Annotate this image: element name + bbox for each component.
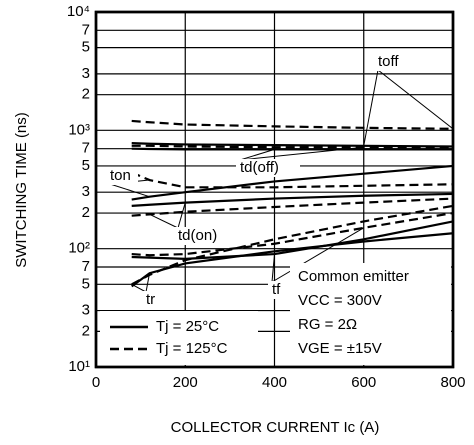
curve xyxy=(131,197,454,217)
curve-label: td(off) xyxy=(240,159,279,176)
x-tick-label: 800 xyxy=(440,374,465,391)
x-tick-label: 400 xyxy=(262,374,287,391)
conditions-box xyxy=(290,263,451,365)
leader-line xyxy=(271,227,365,283)
condition-text: RG = 2Ω xyxy=(298,316,357,333)
legend-label: Tj = 25°C xyxy=(156,318,219,335)
plot-frame-top xyxy=(94,10,455,369)
curve xyxy=(131,147,453,151)
y-tick-label: 7 xyxy=(82,258,90,275)
curve-label: tr xyxy=(146,291,155,308)
leader-line xyxy=(145,273,151,293)
leader-line xyxy=(131,283,147,293)
y-tick-label: 2 xyxy=(82,86,90,103)
curve-label-bg xyxy=(268,281,292,299)
curve-label-bg xyxy=(236,159,300,177)
y-axis-label: SWITCHING TIME (ns) xyxy=(13,112,30,268)
y-tick-label: 7 xyxy=(82,140,90,157)
leader-line xyxy=(239,148,275,161)
x-tick-label: 0 xyxy=(92,374,100,391)
curve xyxy=(131,211,454,257)
y-tick-label: 2 xyxy=(82,322,90,339)
y-tick-label: 3 xyxy=(82,302,90,319)
curve xyxy=(131,119,454,130)
curve xyxy=(131,192,454,207)
leader-line xyxy=(271,254,275,283)
leader-line xyxy=(149,213,179,229)
curve-label-bg xyxy=(106,167,138,185)
curve-label: toff xyxy=(378,53,399,70)
legend-label: Tj = 125°C xyxy=(156,340,228,357)
condition-text: VGE = ±15V xyxy=(298,340,382,357)
y-tick-label: 2 xyxy=(82,204,90,221)
curve xyxy=(131,171,454,189)
curve xyxy=(131,142,454,148)
y-tick-label: 3 xyxy=(82,183,90,200)
y-tick-label: 3 xyxy=(82,65,90,82)
leader-line xyxy=(363,69,379,146)
x-axis-label: COLLECTOR CURRENT Ic (A) xyxy=(171,419,380,436)
leader-line xyxy=(239,146,364,161)
y-tick-label: 5 xyxy=(82,275,90,292)
condition-text: Common emitter xyxy=(298,268,409,285)
y-tick-label: 7 xyxy=(82,21,90,38)
curve-label: ton xyxy=(110,167,131,184)
curve xyxy=(131,220,454,260)
curve-label-bg xyxy=(374,53,414,71)
leader-line xyxy=(377,69,454,130)
leader-line xyxy=(177,202,186,229)
curve-label: tf xyxy=(272,281,281,298)
y-tick-label: 5 xyxy=(82,157,90,174)
legend-box xyxy=(100,311,258,365)
y-tick-label: 5 xyxy=(82,39,90,56)
curve-label-bg xyxy=(142,291,166,309)
y-tick-label: 10² xyxy=(68,240,90,257)
x-tick-label: 200 xyxy=(173,374,198,391)
condition-text: VCC = 300V xyxy=(298,292,382,309)
curve-label: td(on) xyxy=(178,227,217,244)
curve xyxy=(131,144,453,149)
leader-line xyxy=(109,183,150,198)
y-tick-label: 10¹ xyxy=(68,358,90,375)
y-tick-label: 10⁴ xyxy=(67,3,90,20)
curve-label-bg xyxy=(174,227,230,245)
y-tick-label: 10³ xyxy=(68,121,90,138)
x-tick-label: 600 xyxy=(351,374,376,391)
